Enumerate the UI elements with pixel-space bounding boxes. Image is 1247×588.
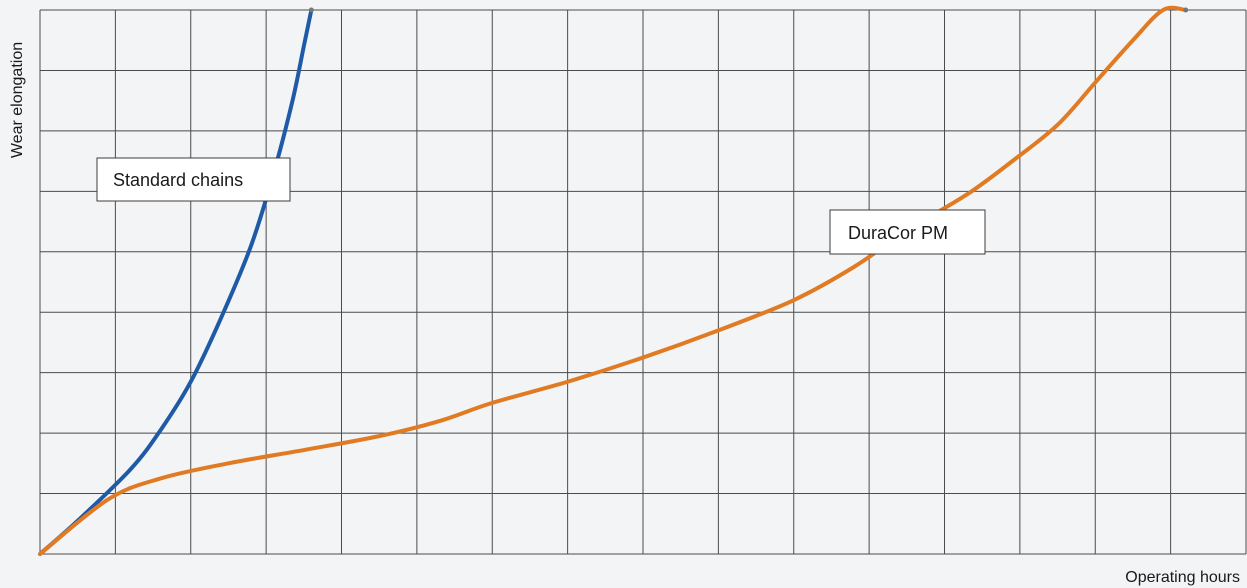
legend-box-standard-chains [96, 157, 291, 202]
chart-endpoints [308, 7, 1189, 13]
series-line-0 [38, 8, 314, 556]
y-axis-label: Wear elongation [9, 42, 26, 158]
series-endpoint-1 [1183, 7, 1189, 13]
series-line-1 [38, 5, 1188, 556]
chart-grid [39, 9, 1247, 555]
legend-duracor-pm: DuraCor PM [829, 209, 986, 255]
legend-label-duracor-pm: DuraCor PM [848, 223, 948, 243]
series-endpoint-0 [308, 7, 314, 13]
x-axis-label: Operating hours [1125, 569, 1240, 586]
legend-standard-chains: Standard chains [96, 157, 291, 202]
legend-box-duracor-pm [829, 209, 986, 255]
chart-lines [38, 5, 1188, 556]
legend-label-standard-chains: Standard chains [113, 170, 243, 190]
